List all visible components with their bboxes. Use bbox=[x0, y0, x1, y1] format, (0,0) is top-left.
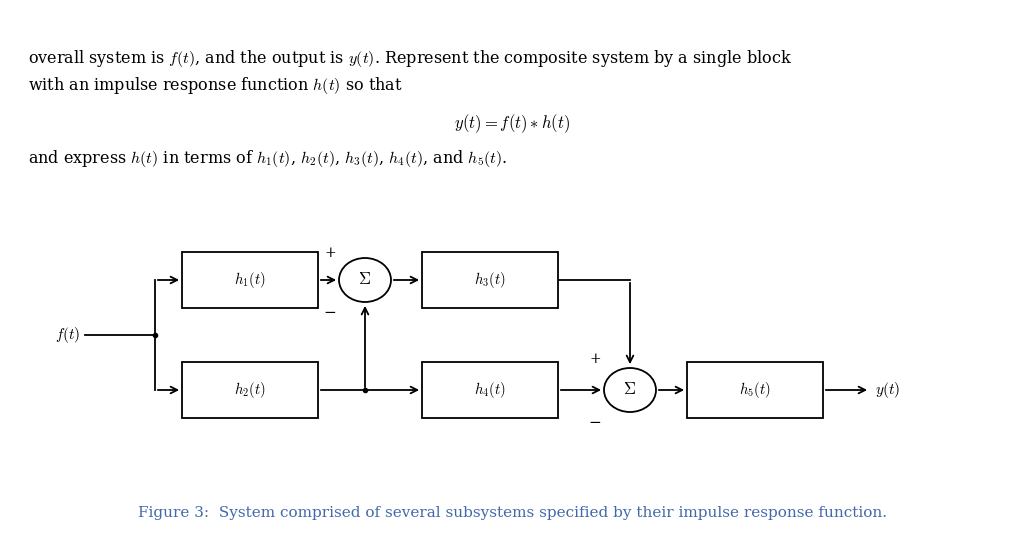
Text: $-$: $-$ bbox=[323, 304, 336, 318]
Text: $h_4(t)$: $h_4(t)$ bbox=[474, 380, 506, 400]
Text: $\Sigma$: $\Sigma$ bbox=[358, 272, 372, 288]
Text: overall system is $f(t)$, and the output is $y(t)$. Represent the composite syst: overall system is $f(t)$, and the output… bbox=[28, 48, 792, 69]
Ellipse shape bbox=[339, 258, 391, 302]
Text: $-$: $-$ bbox=[588, 414, 601, 428]
Text: Figure 3:  System comprised of several subsystems specified by their impulse res: Figure 3: System comprised of several su… bbox=[137, 506, 887, 520]
Text: $\Sigma$: $\Sigma$ bbox=[624, 381, 637, 399]
Bar bbox=[182, 252, 318, 308]
Bar bbox=[182, 362, 318, 418]
Ellipse shape bbox=[604, 368, 656, 412]
Text: +: + bbox=[325, 246, 336, 260]
Text: $y(t)$: $y(t)$ bbox=[874, 380, 900, 400]
Text: $h_5(t)$: $h_5(t)$ bbox=[739, 380, 771, 400]
Text: and express $h(t)$ in terms of $h_1(t)$, $h_2(t)$, $h_3(t)$, $h_4(t)$, and $h_5(: and express $h(t)$ in terms of $h_1(t)$,… bbox=[28, 148, 508, 169]
Text: $y(t) = f(t) * h(t)$: $y(t) = f(t) * h(t)$ bbox=[454, 112, 570, 135]
Text: +: + bbox=[590, 352, 601, 366]
Text: $h_2(t)$: $h_2(t)$ bbox=[234, 380, 266, 400]
Bar bbox=[687, 362, 823, 418]
Text: $h_1(t)$: $h_1(t)$ bbox=[234, 270, 266, 290]
Text: $f(t)$: $f(t)$ bbox=[54, 325, 80, 345]
Text: $h_3(t)$: $h_3(t)$ bbox=[474, 270, 506, 290]
Text: with an impulse response function $h(t)$ so that: with an impulse response function $h(t)$… bbox=[28, 75, 402, 96]
Bar bbox=[422, 362, 558, 418]
Bar bbox=[422, 252, 558, 308]
